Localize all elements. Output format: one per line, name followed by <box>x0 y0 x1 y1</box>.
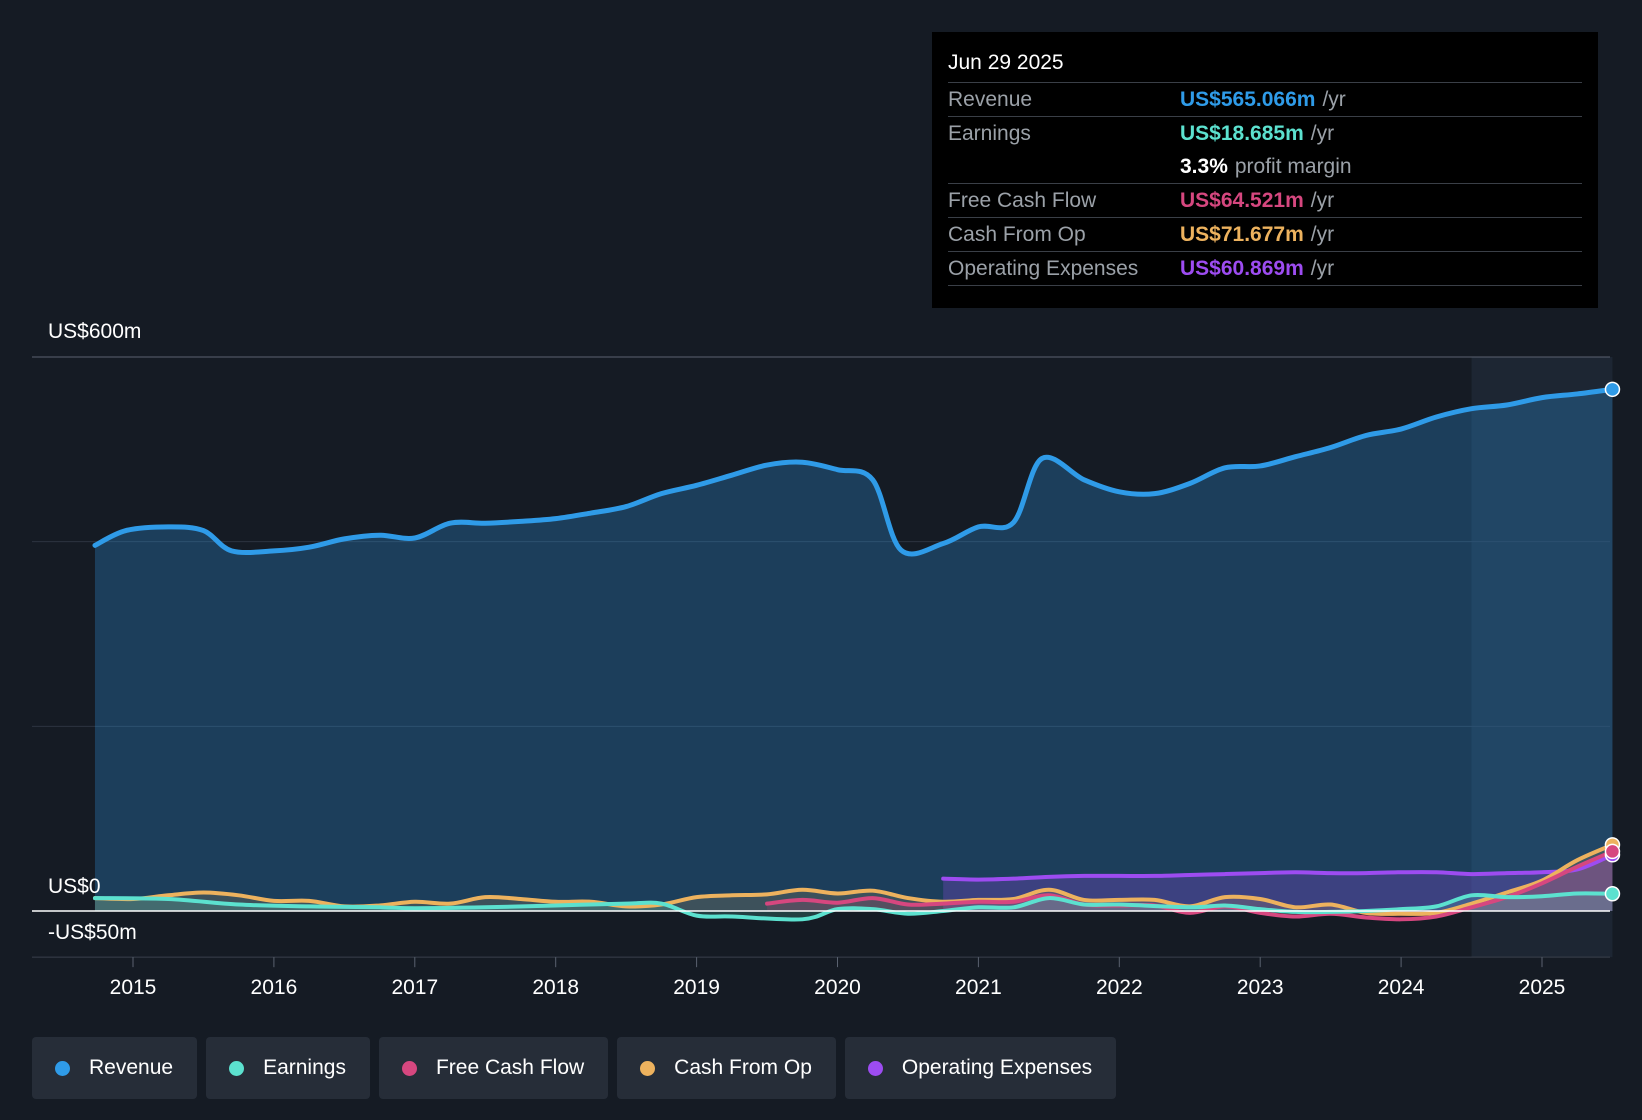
tooltip-value: US$18.685m <box>1180 121 1304 145</box>
legend-item-cash-from-op[interactable]: Cash From Op <box>617 1037 836 1099</box>
x-tick-label: 2022 <box>1096 976 1143 999</box>
revenue-endpoint <box>1604 381 1621 398</box>
operating-expenses-area <box>943 854 1613 911</box>
tooltip-unit: /yr <box>1310 256 1335 280</box>
tooltip-unit: /yr <box>1322 87 1346 111</box>
tooltip-row-free-cash-flow: Free Cash Flow US$64.521m /yr <box>948 184 1582 218</box>
legend-label: Revenue <box>89 1056 174 1079</box>
legend-dot-icon <box>867 1060 883 1076</box>
series-endpoints <box>1604 381 1621 902</box>
x-tick-label: 2018 <box>532 976 579 999</box>
legend-item-free-cash-flow[interactable]: Free Cash Flow <box>378 1037 609 1099</box>
x-tick-label: 2024 <box>1378 976 1425 999</box>
gridlines <box>32 356 1610 727</box>
tooltip-label: Earnings <box>948 121 1031 145</box>
tooltip-unit: /yr <box>1310 222 1335 246</box>
legend-dot-icon <box>55 1060 70 1076</box>
forecast-shade <box>1471 357 1613 958</box>
tooltip-date: Jun 29 2025 <box>948 46 1582 83</box>
x-tick-label: 2023 <box>1237 976 1284 999</box>
x-axis-ticks: 2015 2016 2017 2018 2019 2020 2021 2022 2023 2024… <box>110 957 1566 999</box>
operating-expenses-line <box>941 852 1615 882</box>
tooltip-label: Free Cash Flow <box>948 188 1097 212</box>
free-cash-flow-line <box>765 849 1615 922</box>
x-tick-label: 2019 <box>673 976 720 999</box>
x-tick-label: 2016 <box>251 976 298 999</box>
earnings-endpoint <box>1604 885 1621 902</box>
legend-dot-icon <box>229 1060 245 1076</box>
legend-item-earnings[interactable]: Earnings <box>206 1037 370 1099</box>
tooltip-value: US$71.677m <box>1180 222 1304 246</box>
x-tick-label: 2015 <box>110 976 157 999</box>
tooltip-label: Revenue <box>948 87 1033 111</box>
legend-item-operating-expenses[interactable]: Operating Expenses <box>844 1037 1117 1099</box>
tooltip-row-profit-margin: 3.3% profit margin <box>948 150 1582 184</box>
tooltip-value: US$60.869m <box>1180 256 1304 280</box>
tooltip-row-cash-from-op: Cash From Op US$71.677m /yr <box>948 218 1582 252</box>
legend-label: Earnings <box>263 1056 346 1079</box>
tooltip-value: 3.3% <box>1180 154 1228 178</box>
legend-dot-icon <box>401 1060 417 1076</box>
legend-label: Cash From Op <box>674 1056 812 1079</box>
x-tick-label: 2017 <box>391 976 438 999</box>
legend-item-revenue[interactable]: Revenue <box>32 1037 198 1099</box>
x-tick-label: 2025 <box>1519 976 1566 999</box>
tooltip-unit: /yr <box>1310 121 1335 145</box>
tooltip-value: US$64.521m <box>1180 188 1304 212</box>
y-label-bottom: -US$50m <box>48 921 137 944</box>
revenue-area <box>94 389 1613 912</box>
tooltip-unit: /yr <box>1310 188 1335 212</box>
tooltip-row-revenue: Revenue US$565.066m /yr <box>948 83 1582 117</box>
tooltip-row-earnings: Earnings US$18.685m /yr <box>948 117 1582 150</box>
y-label-zero: US$0 <box>48 875 101 898</box>
tooltip-label: Operating Expenses <box>948 256 1139 280</box>
y-label-top: US$600m <box>48 320 142 343</box>
tooltip-label: Cash From Op <box>948 222 1086 246</box>
tooltip-unit: profit margin <box>1234 154 1352 178</box>
revenue-line <box>92 386 1615 557</box>
free-cash-flow-endpoint <box>1604 843 1621 860</box>
legend-dot-icon <box>640 1060 656 1076</box>
legend-label: Free Cash Flow <box>435 1056 585 1079</box>
series-lines <box>92 386 1615 922</box>
tooltip-panel: Jun 29 2025 Revenue US$565.066m /yr Earn… <box>932 32 1598 308</box>
tooltip-value: US$565.066m <box>1180 87 1316 111</box>
legend-label: Operating Expenses <box>901 1056 1093 1079</box>
earnings-line <box>92 891 1615 922</box>
x-tick-label: 2021 <box>955 976 1002 999</box>
legend: Revenue Earnings Free Cash Flow Cash Fro… <box>32 1037 1117 1099</box>
tooltip-row-operating-expenses: Operating Expenses US$60.869m /yr <box>948 252 1582 286</box>
x-tick-label: 2020 <box>814 976 861 999</box>
